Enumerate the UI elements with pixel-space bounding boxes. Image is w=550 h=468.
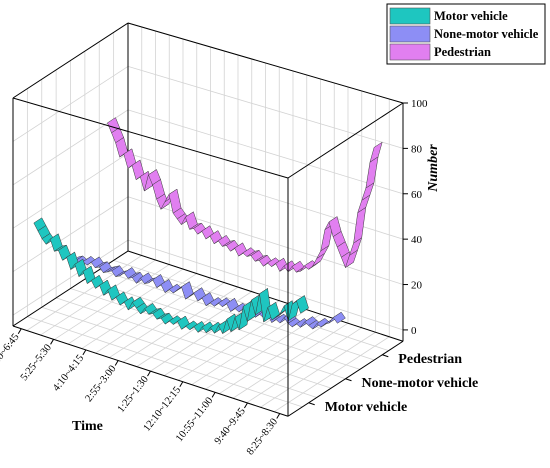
ribbon-segment-pedestrian: [353, 207, 367, 244]
ribbon-segment-pedestrian: [369, 141, 383, 163]
series-motor-vehicle: [33, 217, 309, 334]
category-tick-mark: [382, 354, 389, 358]
side-grid-horizontal: [12, 239, 129, 316]
time-axis-ticks: 6:40~6:455:25~5:304:10~4:152:55~3:001:25…: [0, 328, 281, 458]
series-ribbons: [33, 117, 383, 334]
category-tick-label: Pedestrian: [398, 352, 462, 367]
time-tick-label: 10:55~11:00: [174, 395, 215, 444]
number-axis-label: Number: [426, 144, 441, 193]
legend-label-pedestrian: Pedestrian: [434, 45, 491, 59]
floor-grid-line: [70, 288, 346, 380]
floor-grid-line: [27, 316, 303, 408]
category-tick-mark: [345, 378, 352, 382]
time-tick-label: 5:25~5:30: [19, 342, 54, 383]
z-axis-ticks: 0 20 40 60 80 100: [403, 98, 428, 337]
time-tick-mark: [114, 360, 119, 366]
time-tick-label: 2:55~3:00: [83, 364, 118, 405]
time-tick-mark: [17, 328, 22, 334]
box-edge: [287, 102, 404, 179]
box-edge: [127, 22, 404, 104]
z-tick-label: 100: [411, 98, 428, 110]
z-tick-label: 20: [411, 280, 423, 292]
time-tick-mark: [147, 370, 151, 377]
time-tick-label: 12:10~12:15: [142, 385, 184, 434]
ribbon-segment-none-motor-vehicle: [181, 281, 194, 300]
time-tick-label: 6:40~6:45: [0, 332, 22, 373]
legend-label-none-motor-vehicle: None-motor vehicle: [434, 27, 539, 41]
time-tick-label: 8:25~8:30: [245, 417, 280, 458]
category-tick-label: Motor vehicle: [325, 400, 408, 415]
floor-grid: [12, 250, 404, 417]
side-wall-grid: [12, 22, 129, 326]
category-axis-ticks: Motor vehicle None-motor vehicle Pedestria…: [308, 352, 479, 415]
z-tick-label: 60: [411, 189, 423, 201]
side-grid-horizontal: [12, 152, 129, 229]
legend-swatch-motor-vehicle: [389, 7, 431, 25]
legend-label-motor-vehicle: Motor vehicle: [434, 9, 508, 23]
time-axis-label: Time: [72, 419, 103, 434]
time-tick-mark: [244, 402, 248, 409]
time-tick-mark: [179, 381, 184, 387]
time-tick-mark: [82, 349, 87, 356]
ribbon-segment-pedestrian: [291, 260, 305, 273]
z-tick-label: 80: [411, 143, 423, 155]
time-tick-mark: [50, 339, 54, 345]
category-tick-label: None-motor vehicle: [362, 376, 479, 391]
time-tick-label: 9:40~9:45: [213, 406, 248, 447]
floor-grid-line: [99, 269, 375, 361]
ribbon-segment-motor-vehicle: [296, 295, 309, 314]
side-grid-horizontal: [12, 196, 129, 273]
time-tick-mark: [276, 413, 281, 419]
legend-swatch-pedestrian: [389, 43, 431, 61]
back-grid-horizontal: [127, 239, 404, 331]
time-tick-label: 1:25~1:30: [116, 374, 151, 415]
ribbon-segment-none-motor-vehicle: [332, 311, 346, 324]
legend-swatch-none-motor-vehicle: [389, 25, 431, 43]
floor-grid-line: [56, 297, 332, 389]
side-grid-horizontal: [12, 66, 129, 142]
series-pedestrian: [107, 117, 383, 273]
ribbon-segment-pedestrian: [365, 156, 379, 189]
time-tick-mark: [211, 392, 216, 398]
legend: Motor vehicle None-motor vehicle Pedestr…: [386, 3, 546, 65]
category-tick-mark: [308, 402, 315, 406]
box-edge: [12, 97, 289, 179]
time-tick-label: 4:10~4:15: [51, 353, 86, 394]
back-grid-horizontal: [127, 66, 404, 149]
z-tick-label: 0: [411, 325, 417, 337]
floor-grid-line: [41, 306, 317, 398]
box-edge: [12, 22, 129, 99]
z-tick-label: 40: [411, 234, 423, 246]
back-grid-horizontal: [127, 109, 404, 195]
